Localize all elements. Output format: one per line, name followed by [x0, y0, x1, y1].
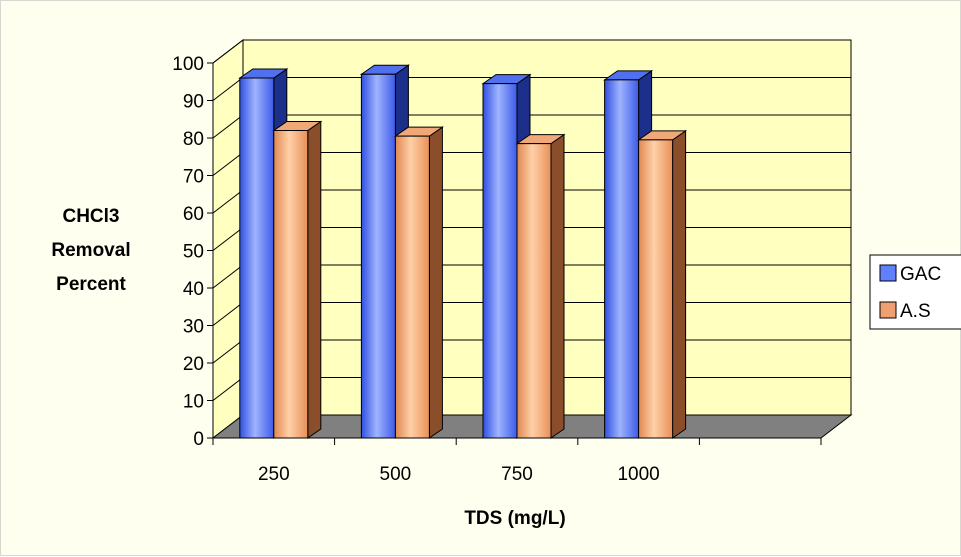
y-tick-label: 70	[183, 167, 204, 188]
bar-gac-750-front	[482, 83, 518, 439]
x-tick-label: 1000	[617, 464, 659, 485]
y-tick-label: 50	[183, 242, 204, 263]
bar-as-1000-side	[672, 129, 687, 439]
bar-gac-500-front	[360, 73, 396, 439]
y-tick-label: 40	[183, 279, 204, 300]
y-tick-label: 90	[183, 92, 204, 113]
bar-as-250-side	[307, 120, 322, 439]
x-tick-label: 500	[380, 464, 412, 485]
bar-as-1000-front	[638, 139, 674, 439]
legend: GAC A.S	[869, 254, 961, 330]
y-axis-label-line-3: Percent	[56, 274, 126, 295]
bar-as-250-front	[273, 130, 309, 439]
bar-as-750-front	[516, 143, 552, 439]
y-tick-label: 0	[193, 429, 204, 450]
y-tick-label: 80	[183, 129, 204, 150]
legend-swatch-as	[879, 301, 897, 319]
legend-label-as: A.S	[900, 301, 931, 322]
legend-swatch-gac	[879, 264, 897, 282]
bar-as-500-side	[428, 126, 443, 439]
x-tick-label: 250	[258, 464, 290, 485]
y-tick-label: 10	[183, 392, 204, 413]
y-tick-label: 30	[183, 317, 204, 338]
bar-as-250	[272, 120, 323, 439]
x-tick-label: 750	[501, 464, 533, 485]
x-axis-label: TDS (mg/L)	[464, 508, 565, 529]
y-axis-label-line-1: CHCl3	[62, 206, 119, 227]
bar-as-1000	[636, 129, 688, 439]
bar-gac-250-front	[239, 77, 275, 439]
bar-gac-1000-front	[604, 79, 640, 439]
y-tick-label: 60	[183, 204, 204, 225]
y-tick-label: 20	[183, 354, 204, 375]
bar-as-500-front	[394, 135, 430, 439]
bar-as-750-side	[550, 133, 565, 439]
legend-label-gac: GAC	[900, 264, 941, 285]
bar-as-750	[515, 133, 566, 439]
y-tick-label: 100	[172, 54, 204, 75]
bar-as-500	[393, 126, 445, 439]
y-axis-label-line-2: Removal	[51, 240, 130, 261]
gridline	[212, 39, 851, 64]
